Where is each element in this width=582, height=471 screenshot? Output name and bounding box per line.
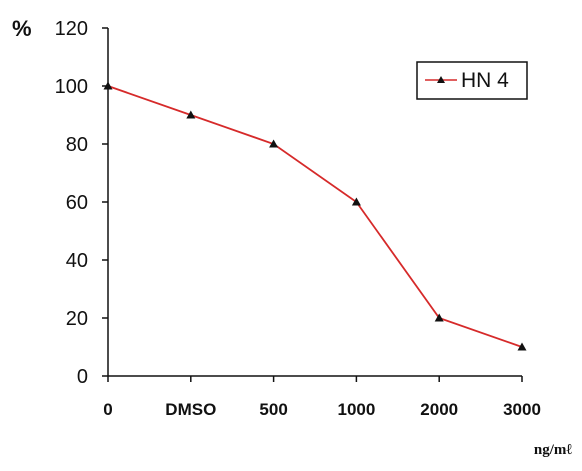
- series-line: [107, 85, 523, 348]
- data-point-marker: [434, 313, 444, 322]
- x-tick-label: DMSO: [165, 400, 216, 419]
- x-tick-label: 500: [259, 400, 287, 419]
- x-axis: 0 DMSO 500 1000 2000 3000: [103, 375, 541, 419]
- x-tick-label: 3000: [503, 400, 541, 419]
- legend-marker: [437, 76, 445, 83]
- y-tick-label: 120: [55, 18, 88, 40]
- x-tick-label: 0: [103, 400, 112, 419]
- y-tick-label: 40: [66, 250, 88, 272]
- legend: HN 4: [416, 61, 528, 100]
- x-tick-label: 1000: [337, 400, 375, 419]
- y-tick-label: 60: [66, 192, 88, 214]
- x-tick-label: 2000: [420, 400, 458, 419]
- y-axis-label: %: [12, 16, 32, 41]
- data-point-marker: [517, 342, 527, 351]
- data-point-marker: [103, 81, 113, 90]
- x-axis-unit-label: ng/mℓ: [534, 442, 573, 458]
- legend-label: HN 4: [461, 69, 509, 92]
- y-tick-label: 0: [77, 366, 88, 388]
- y-tick-label: 20: [66, 308, 88, 330]
- data-point-marker: [351, 197, 361, 206]
- series-layer: [103, 81, 527, 351]
- data-point-marker: [269, 139, 279, 148]
- y-tick-label: 100: [55, 76, 88, 98]
- data-point-marker: [186, 110, 196, 119]
- y-tick-label: 80: [66, 134, 88, 156]
- y-axis: 0 20 40 60 80 100 120: [55, 18, 109, 388]
